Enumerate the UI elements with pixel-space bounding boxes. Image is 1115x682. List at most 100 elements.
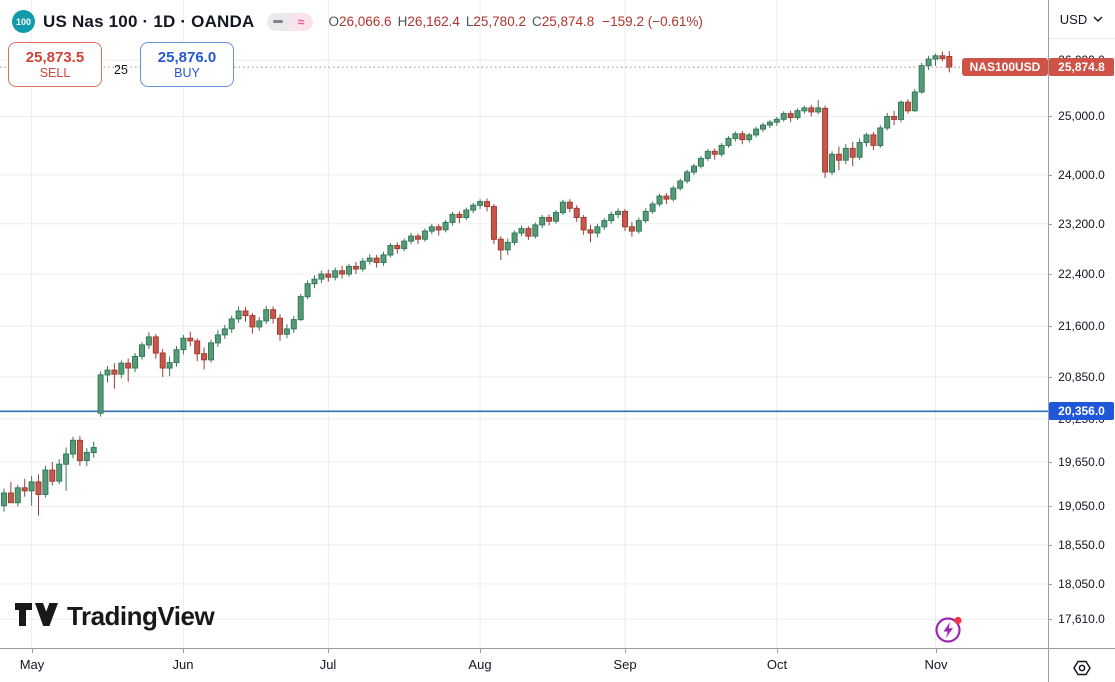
candle [7,492,14,504]
candle [697,157,704,167]
candle [863,134,870,143]
candle [42,469,49,496]
candle [670,187,677,200]
sell-button[interactable]: 25,873.5 SELL [8,42,102,87]
current-price-badge: 25,874.8 [1049,58,1114,76]
candle [49,469,56,482]
candle [808,107,815,113]
hide-indicator-icon[interactable] [266,12,290,31]
candle [145,336,152,346]
ohlc-readout: O26,066.6 H26,162.4 L25,780.2 C25,874.8 … [329,14,703,29]
candle [663,195,670,200]
candle [580,217,587,231]
candle [428,226,435,232]
currency-selector[interactable]: USD [1048,0,1115,39]
candle [56,463,63,482]
candle [470,204,477,211]
candle [539,217,546,226]
candle [815,107,822,113]
candle [946,56,953,68]
candle [594,226,601,234]
time-tick-label: Oct [766,657,788,672]
candle [842,147,849,161]
candle [760,124,766,130]
price-tick-label: 20,850.0 [1058,370,1105,384]
candle [573,207,580,219]
legend-toggle-pill[interactable]: ≈ [266,12,313,31]
candle [118,362,125,375]
price-line-symbol-label[interactable]: NAS100USD [962,58,1048,76]
time-tick-mark [183,649,184,653]
time-tick-label: Sep [613,657,637,672]
price-tick-label: 17,610.0 [1058,612,1105,626]
candle [884,116,891,129]
candle [746,134,753,141]
price-axis[interactable]: USD 26,000.025,000.024,000.023,200.022,4… [1048,0,1115,682]
symbol-title[interactable]: US Nas 100 · 1D · OANDA [43,11,255,31]
candle [332,270,339,278]
candle [408,235,415,242]
candle [835,153,842,161]
candle [415,235,421,240]
axis-settings-button[interactable] [1048,654,1115,682]
price-tick-mark [1048,175,1052,176]
flash-alert-icon[interactable] [932,612,966,646]
gear-icon [1072,660,1091,676]
time-tick-label: May [19,657,45,672]
candle [401,240,408,250]
low-label: L [465,14,474,29]
candle [877,127,884,146]
candle [35,481,42,495]
candle [421,230,428,240]
price-tick-mark [1048,224,1052,225]
candle [235,310,242,320]
price-tick-label: 25,000.0 [1058,109,1105,123]
candle [394,245,401,250]
price-chart-canvas[interactable] [0,0,1048,648]
candle [21,487,28,492]
level-price-badge: 20,356.0 [1049,402,1114,420]
candle [139,344,145,357]
time-tick-mark [777,649,778,653]
candle [194,340,201,355]
candle [725,137,732,146]
time-tick-mark [480,649,481,653]
candle [70,439,76,455]
candle [566,201,573,209]
open-label: O [328,14,340,29]
buy-sell-panel: 25,873.5 SELL 25 25,876.0 BUY [8,42,234,87]
candle [559,201,566,214]
price-tick-mark [1048,619,1052,620]
time-tick-label: Jun [172,657,194,672]
time-tick-label: Nov [924,657,948,672]
candle [456,213,463,218]
candle [256,320,263,328]
candle [187,337,194,342]
approx-price-icon[interactable]: ≈ [289,12,313,31]
candle [304,283,311,298]
candle [787,113,794,119]
candle [739,133,746,141]
candle [442,221,449,231]
chart-pane[interactable]: NAS100USD 100 US Nas 100 · 1D · OANDA ≈ … [0,0,1048,648]
close-value: 25,874.8 [541,14,595,29]
low-value: 25,780.2 [473,14,526,29]
candle [525,228,532,237]
buy-button[interactable]: 25,876.0 BUY [140,42,234,87]
candle [773,118,780,123]
axis-vertical-border [1048,0,1049,682]
candle [318,273,325,280]
tradingview-logo-icon [15,602,58,626]
candles [1,51,953,516]
price-tick-label: 19,050.0 [1058,499,1105,513]
sell-label: SELL [39,65,71,80]
time-axis[interactable]: May Jun Jul Aug Sep Oct Nov [0,649,1048,682]
candle [387,245,394,256]
candle [208,342,214,361]
candle [132,355,139,369]
candle [173,349,180,364]
candle [635,220,642,232]
candle [359,260,366,270]
price-tick-label: 21,600.0 [1058,319,1105,333]
